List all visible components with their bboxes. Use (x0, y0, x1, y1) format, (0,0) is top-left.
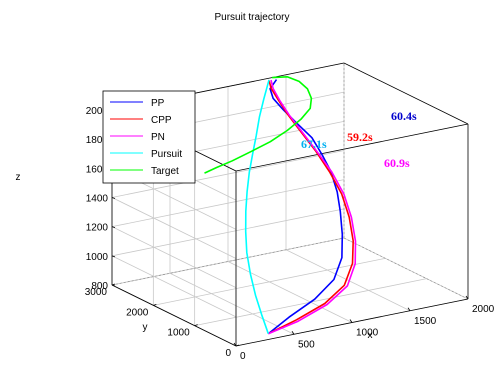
axis-frame-edge (111, 284, 237, 347)
legend: PP CPP PN Pursuit Target (102, 90, 196, 184)
annotation-label: 60.4s (391, 109, 417, 123)
z-tick-label: 2000 (86, 106, 109, 117)
annotation-label: 59.2s (347, 130, 373, 144)
x-tick-label: 500 (298, 339, 315, 350)
z-tick-label: 1000 (86, 252, 109, 263)
grid-line (111, 150, 345, 198)
grid-line (111, 208, 345, 257)
series-line-cpp (267, 80, 355, 335)
x-tick-label: 1000 (356, 328, 379, 339)
legend-box (102, 90, 196, 184)
legend-entry-target: Target (110, 166, 179, 177)
grid-line (285, 249, 411, 312)
y-tick (194, 324, 198, 327)
axis-frame-edge (343, 237, 469, 300)
legend-label: PP (151, 98, 165, 109)
grid-line (169, 272, 295, 335)
series-line-target (204, 76, 313, 174)
grid-line (153, 257, 386, 306)
z-tick-label: 1200 (86, 223, 109, 234)
y-tick-label: 3000 (85, 287, 108, 298)
legend-entry-pn: PN (110, 132, 165, 143)
legend-entry-pp: PP (110, 98, 165, 109)
legend-label: CPP (151, 115, 172, 126)
grid-line (111, 226, 237, 289)
y-tick-label: 2000 (126, 307, 149, 318)
annotation-label: 60.9s (384, 156, 410, 170)
z-tick (111, 197, 116, 199)
axis-frame-edge (111, 237, 345, 286)
axis-frame-edge (343, 62, 469, 125)
grid-line (227, 261, 353, 323)
x-tick (349, 319, 353, 323)
legend-label: PN (151, 132, 165, 143)
x-tick (407, 307, 411, 311)
y-tick-label: 0 (225, 348, 231, 359)
z-tick (111, 284, 116, 287)
y-tick-label: 1000 (167, 328, 190, 339)
series-line-pn (267, 79, 357, 335)
x-tick-label: 0 (240, 351, 246, 362)
annotations: 60.4s 59.2s 67.1s 60.9s (301, 109, 417, 170)
legend-entry-pursuit: Pursuit (110, 149, 182, 160)
y-tick (235, 344, 240, 347)
z-tick (111, 255, 116, 258)
z-tick-label: 1800 (86, 135, 109, 146)
x-tick (465, 295, 469, 300)
legend-label: Pursuit (151, 149, 182, 160)
series-lines (204, 76, 357, 335)
x-tick (233, 342, 237, 347)
legend-label: Target (151, 166, 179, 177)
z-tick-label: 1400 (86, 194, 109, 205)
x-axis-label: x (368, 330, 373, 341)
y-axis-label: y (143, 322, 148, 333)
y-tick (153, 303, 157, 306)
grid-line (111, 197, 237, 259)
z-axis-label: z (16, 172, 21, 183)
z-tick-label: 800 (91, 281, 108, 292)
x-tick-label: 1500 (414, 316, 437, 327)
grid-line (111, 179, 345, 228)
x-tick-label: 2000 (472, 304, 495, 315)
chart-title: Pursuit trajectory (214, 12, 289, 23)
x-tick (291, 331, 295, 335)
axis-frame-edge (235, 123, 469, 172)
series-line-pursuit (244, 79, 270, 334)
z-tick (111, 226, 116, 229)
annotation-label: 67.1s (301, 137, 327, 151)
z-tick-label: 1600 (86, 164, 109, 175)
legend-entry-cpp: CPP (110, 115, 172, 126)
grid-line (111, 255, 237, 318)
